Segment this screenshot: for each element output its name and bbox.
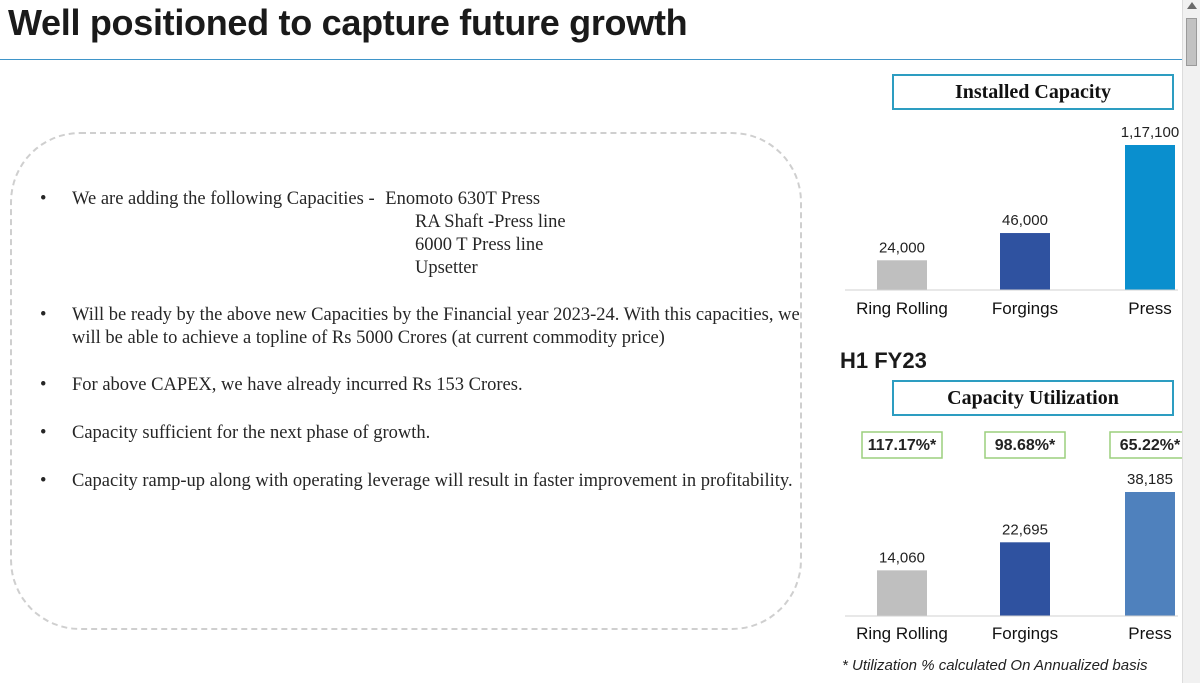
chart2-category-label-3: Press: [1128, 624, 1171, 643]
chart1-value-label-1: 24,000: [879, 239, 925, 256]
bullet-ready: • Will be ready by the above new Capacit…: [40, 304, 800, 350]
chart2-category-label-2: Forgings: [992, 624, 1058, 643]
chart1-bar-3: [1125, 145, 1175, 290]
page-title: Well positioned to capture future growth: [8, 2, 688, 43]
capacity-item-1: Enomoto 630T Press: [385, 189, 541, 209]
chart1-category-label-1: Ring Rolling: [856, 299, 948, 318]
bullet-capex: • For above CAPEX, we have already incur…: [40, 374, 800, 397]
bullet-marker: •: [40, 305, 47, 325]
vertical-scrollbar[interactable]: [1182, 0, 1200, 683]
chart2-bar-1: [877, 570, 927, 616]
bullet-panel: [10, 132, 802, 630]
chart1-value-label-3: 1,17,100: [1121, 124, 1179, 141]
utilization-label-1: 117.17%*: [868, 437, 937, 454]
chart1-bar-2: [1000, 233, 1050, 290]
chart2-value-label-3: 38,185: [1127, 471, 1173, 488]
chart1-bar-1: [877, 260, 927, 290]
sufficient-text: Capacity sufficient for the next phase o…: [72, 423, 431, 443]
capex-text: For above CAPEX, we have already incurre…: [72, 375, 523, 395]
bullet-capacities: • We are adding the following Capacities…: [40, 188, 800, 280]
rampup-text: Capacity ramp-up along with operating le…: [72, 471, 793, 491]
chart2-category-label-1: Ring Rolling: [856, 624, 948, 643]
utilization-label-2: 98.68%*: [995, 437, 1056, 454]
utilization-badge-1: [861, 431, 943, 459]
bullet-marker: •: [40, 471, 47, 491]
title-divider: [0, 59, 1182, 60]
bullet-rampup: • Capacity ramp-up along with operating …: [40, 470, 800, 493]
chart1-value-label-2: 46,000: [1002, 212, 1048, 229]
capacity-item-3: 6000 T Press line: [415, 235, 544, 255]
bullet-sufficient: • Capacity sufficient for the next phase…: [40, 422, 800, 445]
footnote: * Utilization % calculated On Annualized…: [842, 657, 1148, 674]
chart2-bar-3: [1125, 492, 1175, 616]
capacity-item-2: RA Shaft -Press line: [415, 212, 566, 232]
installed-capacity-title: Installed Capacity: [892, 74, 1174, 110]
bullet-marker: •: [40, 189, 47, 209]
bullet-marker: •: [40, 423, 47, 443]
capacity-utilization-title: Capacity Utilization: [892, 380, 1174, 416]
period-label: H1 FY23: [840, 348, 927, 373]
bullet-marker: •: [40, 375, 47, 395]
scrollbar-thumb[interactable]: [1186, 18, 1197, 66]
bullet-list: • We are adding the following Capacities…: [40, 188, 800, 493]
utilization-badge-2: [984, 431, 1066, 459]
chart1-category-label-3: Press: [1128, 299, 1171, 318]
scroll-up-icon[interactable]: [1187, 2, 1197, 9]
capacity-list: RA Shaft -Press line 6000 T Press line U…: [415, 211, 800, 280]
ready-text: Will be ready by the above new Capacitie…: [72, 305, 800, 348]
chart1-category-label-2: Forgings: [992, 299, 1058, 318]
chart2-bar-2: [1000, 542, 1050, 616]
capacity-item-4: Upsetter: [415, 258, 478, 278]
utilization-label-3: 65.22%*: [1120, 437, 1181, 454]
chart2-value-label-2: 22,695: [1002, 521, 1048, 538]
chart2-value-label-1: 14,060: [879, 549, 925, 566]
utilization-badge-3: [1109, 431, 1182, 459]
capacities-intro: We are adding the following Capacities -: [72, 189, 375, 209]
